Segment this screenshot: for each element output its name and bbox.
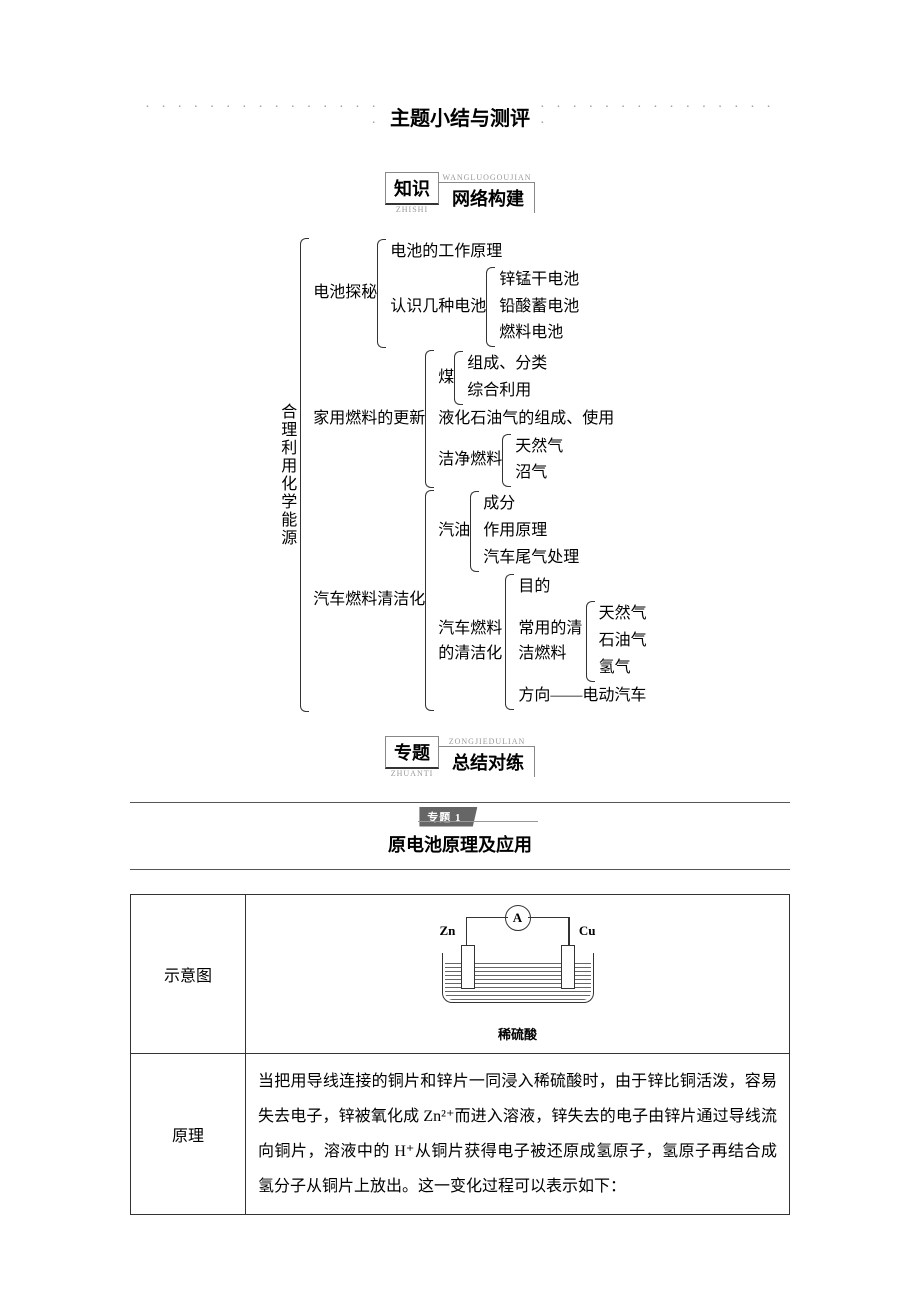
tree-b3-c1: 汽油 成分 作用原理 汽车尾气处理	[438, 490, 646, 572]
table-row: 原理 当把用导线连接的铜片和锌片一同浸入稀硫酸时，由于锌比铜活泼，容易失去电子，…	[131, 1053, 790, 1215]
tree-b3-c2-d2-label: 常用的清洁燃料	[518, 617, 585, 667]
tree-branch-battery: 电池探秘 电池的工作原理 认识几种电池 锌锰干电池 铅酸蓄电池 燃料电池	[313, 238, 646, 349]
tree-b2-c2: 液化石油气的组成、使用	[438, 406, 614, 433]
table-row: 示意图 A Zn Cu 稀硫酸	[131, 894, 790, 1053]
wire	[528, 917, 570, 919]
topic-title: 原电池原理及应用	[388, 835, 532, 855]
chapter-title: 主题小结与测评	[386, 102, 534, 131]
tree-b3-c1-l1: 成分	[483, 491, 579, 518]
tree-b2-c1-l2: 综合利用	[467, 378, 547, 405]
page: · · · · · · · · · · · · · · · · 主题小结与测评 …	[0, 0, 920, 1255]
tree-b2-label: 家用燃料的更新	[313, 407, 425, 432]
tree-b3-c2-d1: 目的	[518, 574, 646, 601]
tree-b3-c1-l3: 汽车尾气处理	[483, 545, 579, 572]
dots-left: · · · · · · · · · · · · · · · ·	[130, 100, 386, 132]
tree-branch-fuel: 家用燃料的更新 煤 组成、分类 综合利用 液化石油气的组成、使用 洁净燃料	[313, 349, 646, 489]
section-right-label: 网络构建	[438, 182, 535, 213]
section2-right-box: ZONGJIEDULIAN 总结对练	[439, 737, 535, 777]
tree-b1-c2-l2: 铅酸蓄电池	[499, 294, 579, 321]
electrolyte-label: 稀硫酸	[258, 1024, 777, 1043]
beaker-icon	[442, 953, 594, 1003]
tree-b3-c2: 汽车燃料的清洁化 目的 常用的清洁燃料 天然气 石油气 氢气	[438, 573, 646, 711]
section2-left-box: 专题 ZHUANTI	[385, 736, 439, 778]
section-header-knowledge: 知识 ZHISHI WANGLUOGOUJIAN 网络构建	[130, 172, 790, 214]
wire	[568, 917, 570, 947]
section-left-label: 知识	[385, 172, 439, 205]
tree-b1-c2-l3: 燃料电池	[499, 320, 579, 347]
tree-b2-c3: 洁净燃料 天然气 沼气	[438, 433, 614, 489]
section2-left-pinyin: ZHUANTI	[385, 769, 439, 778]
electrode-label-zn: Zn	[440, 923, 456, 939]
tree-b2-c3-l1: 天然气	[515, 434, 563, 461]
tree-b3-c2-label: 汽车燃料的清洁化	[438, 617, 505, 667]
tree-b1-c2: 认识几种电池 锌锰干电池 铅酸蓄电池 燃料电池	[390, 266, 579, 348]
topic-line	[418, 821, 538, 822]
wire	[466, 917, 468, 947]
section-right-box: WANGLUOGOUJIAN 网络构建	[439, 173, 535, 213]
tree-b1-c2-label: 认识几种电池	[390, 295, 486, 320]
knowledge-tree: 合理利用化学能源 电池探秘 电池的工作原理 认识几种电池 锌锰干电池 铅酸蓄电池…	[130, 238, 790, 712]
section-left-box: 知识 ZHISHI	[385, 172, 439, 214]
section-header-topic: 专题 ZHUANTI ZONGJIEDULIAN 总结对练	[130, 736, 790, 778]
electrode-label-cu: Cu	[579, 923, 596, 939]
topic-banner: 专题 1 原电池原理及应用	[130, 802, 790, 870]
tree-b3-label: 汽车燃料清洁化	[313, 588, 425, 613]
tree-b2-c1-l1: 组成、分类	[467, 351, 547, 378]
section2-left-label: 专题	[385, 736, 439, 769]
section2-right-label: 总结对练	[438, 746, 535, 777]
dots-right: · · · · · · · · · · · · · · · ·	[534, 100, 790, 132]
tree-b2-c1: 煤 组成、分类 综合利用	[438, 350, 614, 406]
row-label-diagram: 示意图	[131, 894, 246, 1053]
tree-b1-c2-l1: 锌锰干电池	[499, 267, 579, 294]
tree-b2-c3-l2: 沼气	[515, 460, 563, 487]
tree-root: 合理利用化学能源	[273, 403, 300, 547]
tree-b3-c2-d2: 常用的清洁燃料 天然气 石油气 氢气	[518, 600, 646, 682]
diagram-cell: A Zn Cu 稀硫酸	[246, 894, 790, 1053]
tree-branch-carfuel: 汽车燃料清洁化 汽油 成分 作用原理 汽车尾气处理 汽车燃料的清洁化	[313, 489, 646, 711]
tree-b3-c2-d2-l1: 天然气	[599, 601, 647, 628]
tree-b1-c1: 电池的工作原理	[390, 239, 579, 266]
tree-b1-label: 电池探秘	[313, 281, 377, 306]
row-label-principle: 原理	[131, 1053, 246, 1215]
tree-b3-c2-d2-l3: 氢气	[599, 655, 647, 682]
chapter-title-row: · · · · · · · · · · · · · · · · 主题小结与测评 …	[130, 100, 790, 132]
tree-b3-c1-l2: 作用原理	[483, 518, 579, 545]
topic-tag: 专题 1	[419, 807, 477, 827]
section2-right-pinyin: ZONGJIEDULIAN	[439, 737, 535, 746]
principle-text: 当把用导线连接的铜片和锌片一同浸入稀硫酸时，由于锌比铜活泼，容易失去电子，锌被氧…	[246, 1053, 790, 1215]
tree-b2-c3-label: 洁净燃料	[438, 448, 502, 473]
section-left-pinyin: ZHISHI	[385, 205, 439, 214]
section-right-pinyin: WANGLUOGOUJIAN	[439, 173, 535, 182]
tree-b3-c2-d3: 方向——电动汽车	[518, 683, 646, 710]
wire	[466, 917, 508, 919]
content-table: 示意图 A Zn Cu 稀硫酸 原理 当	[130, 894, 790, 1216]
tree-b2-c1-label: 煤	[438, 366, 454, 391]
tree-b3-c1-label: 汽油	[438, 519, 470, 544]
circuit-diagram: A Zn Cu	[418, 905, 618, 1015]
tree-b3-c2-d2-l2: 石油气	[599, 628, 647, 655]
